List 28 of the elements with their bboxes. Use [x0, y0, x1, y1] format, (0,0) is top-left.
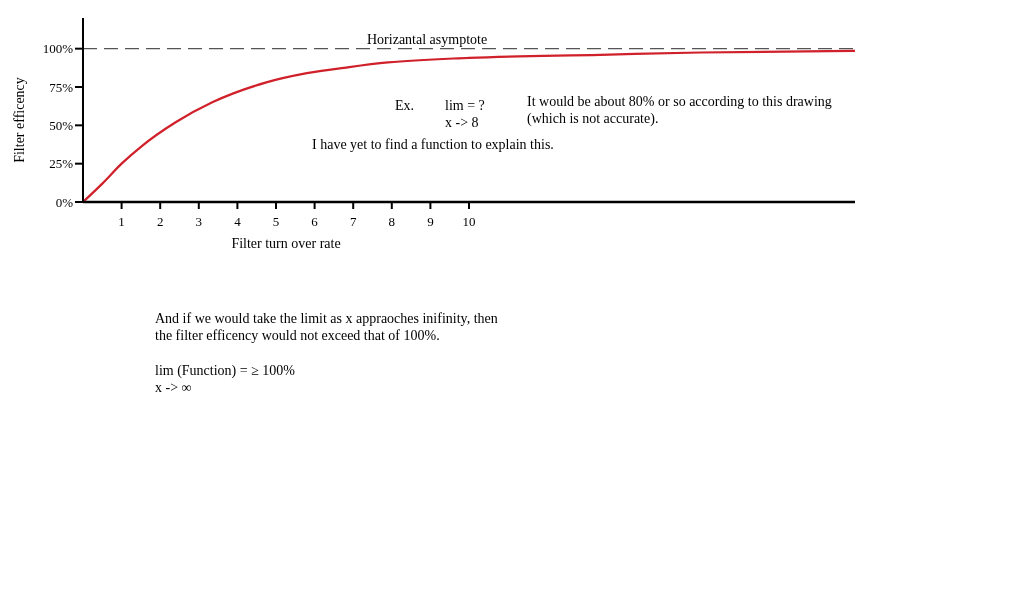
x-tick-label: 2 — [156, 214, 164, 229]
ref-line-label: Horizantal asymptote — [367, 31, 488, 47]
y-axis-title: Filter efficency — [12, 77, 27, 163]
x-tick-label: 5 — [272, 214, 280, 229]
annotation: x -> 8 — [445, 115, 479, 130]
x-tick-label: 4 — [234, 214, 242, 229]
x-tick-label: 3 — [195, 214, 203, 229]
x-tick-label: 10 — [462, 214, 476, 229]
annotation: I have yet to find a function to explain this. — [312, 137, 554, 152]
annotation: Ex. — [395, 98, 415, 113]
y-tick-label: 100% — [42, 41, 74, 57]
text: the filter efficency would not exceed that of 100%. — [155, 328, 440, 343]
x-tick-label: 1 — [118, 214, 125, 229]
x-axis-title: Filter turn over rate — [231, 236, 341, 251]
x-tick-label: 6 — [311, 214, 319, 229]
x-tick-label: 8 — [388, 214, 396, 229]
text: And if we would take the limit as x appraoches inifinity, then — [155, 311, 498, 326]
text: lim (Function) = ≥ 100% — [155, 363, 296, 379]
y-tick-label: 75% — [49, 79, 74, 95]
annotation: It would be about 80% or so according to this drawing — [527, 94, 832, 109]
y-tick-label: 0% — [55, 194, 74, 210]
x-tick-label: 9 — [427, 214, 434, 229]
annotation: (which is not accurate). — [527, 111, 659, 127]
text: x -> ∞ — [155, 380, 192, 395]
annotation: lim = ? — [445, 98, 485, 113]
y-tick-label: 25% — [49, 156, 74, 172]
y-tick-label: 50% — [49, 117, 74, 133]
x-tick-label: 7 — [349, 214, 357, 229]
